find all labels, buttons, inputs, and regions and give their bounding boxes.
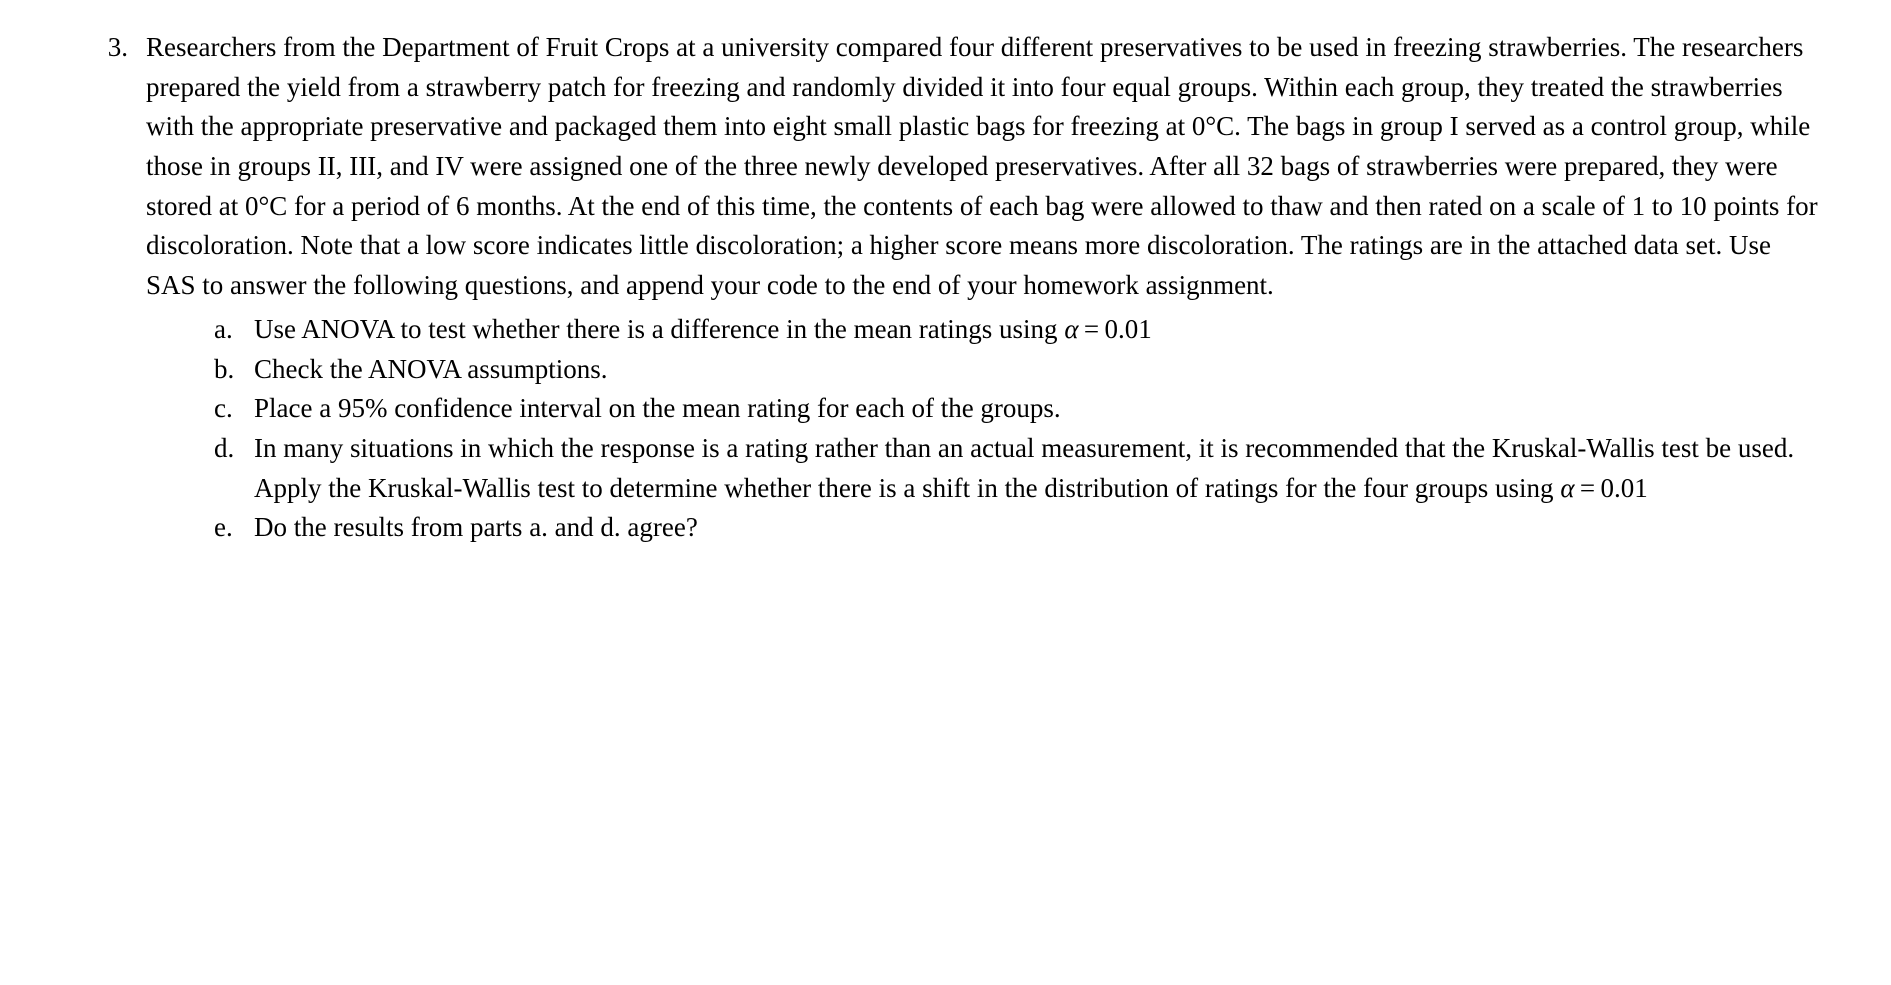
sub-item-letter: b. [214, 350, 254, 390]
problem-statement: Researchers from the Department of Fruit… [146, 32, 1818, 300]
sub-list: a.Use ANOVA to test whether there is a d… [146, 310, 1819, 548]
sub-item: d.In many situations in which the respon… [214, 429, 1819, 508]
sub-item-letter: c. [214, 389, 254, 429]
sub-item-text: Place a 95% confidence interval on the m… [254, 389, 1819, 429]
page: 3. Researchers from the Department of Fr… [0, 0, 1891, 548]
problem-3: 3. Researchers from the Department of Fr… [72, 28, 1819, 548]
sub-item: a.Use ANOVA to test whether there is a d… [214, 310, 1819, 350]
sub-item: b.Check the ANOVA assumptions. [214, 350, 1819, 390]
sub-item-letter: d. [214, 429, 254, 508]
problem-number: 3. [72, 28, 146, 548]
sub-item-letter: a. [214, 310, 254, 350]
sub-item: c.Place a 95% confidence interval on the… [214, 389, 1819, 429]
sub-item-text: Do the results from parts a. and d. agre… [254, 508, 1819, 548]
sub-item: e.Do the results from parts a. and d. ag… [214, 508, 1819, 548]
sub-item-letter: e. [214, 508, 254, 548]
sub-item-text: Check the ANOVA assumptions. [254, 350, 1819, 390]
sub-item-text: Use ANOVA to test whether there is a dif… [254, 310, 1819, 350]
sub-item-text: In many situations in which the response… [254, 429, 1819, 508]
problem-body: Researchers from the Department of Fruit… [146, 28, 1819, 548]
